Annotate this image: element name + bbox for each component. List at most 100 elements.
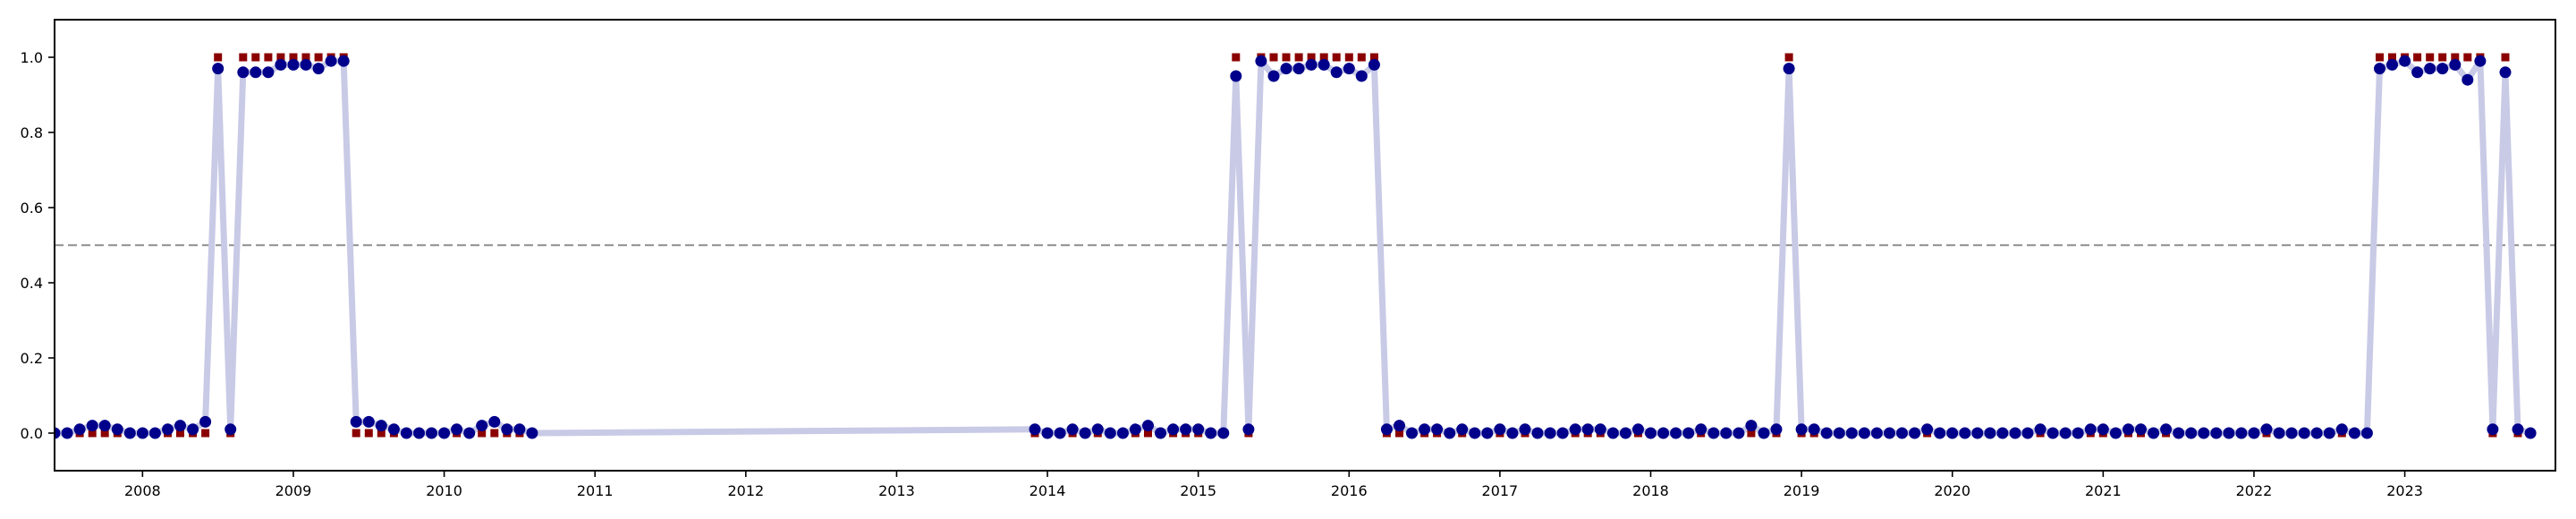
label-marker	[1269, 53, 1278, 62]
probability-marker	[98, 420, 111, 432]
probability-marker	[1984, 427, 1996, 439]
probability-marker	[1783, 63, 1795, 75]
probability-marker	[2173, 427, 2185, 439]
probability-marker	[2009, 427, 2021, 439]
label-marker	[251, 53, 260, 62]
probability-marker	[250, 66, 262, 79]
x-tick-label: 2021	[2085, 482, 2122, 499]
probability-marker	[488, 415, 501, 428]
probability-marker	[1431, 423, 1444, 436]
probability-marker	[501, 423, 513, 436]
probability-marker	[2135, 423, 2147, 436]
label-marker	[1369, 53, 1378, 62]
probability-marker	[1419, 423, 1431, 436]
probability-marker	[275, 58, 287, 71]
probability-marker	[2046, 427, 2059, 439]
probability-marker	[1707, 427, 1720, 439]
probability-marker	[463, 427, 476, 439]
probability-marker	[375, 420, 387, 432]
probability-marker	[337, 55, 350, 67]
probability-marker	[212, 63, 225, 75]
label-marker	[1357, 53, 1366, 62]
label-marker	[1294, 53, 1303, 62]
probability-marker	[123, 427, 136, 439]
probability-marker	[2512, 423, 2524, 436]
probability-marker	[2360, 427, 2373, 439]
probability-marker	[312, 63, 325, 75]
probability-marker	[1845, 427, 1858, 439]
probability-marker	[1909, 427, 1921, 439]
probability-marker	[2160, 423, 2173, 436]
probability-marker	[1355, 70, 1368, 82]
probability-marker	[426, 427, 437, 439]
x-tick-label: 2023	[2386, 482, 2423, 499]
label-marker	[201, 429, 210, 438]
probability-marker	[2424, 63, 2436, 75]
label-marker	[2501, 53, 2510, 62]
probability-marker	[2323, 427, 2335, 439]
label-marker	[1282, 53, 1291, 62]
probability-marker	[2386, 58, 2398, 71]
probability-marker	[1657, 427, 1670, 439]
x-tick-label: 2022	[2236, 482, 2273, 499]
probability-marker	[1230, 70, 1242, 82]
label-marker	[2438, 53, 2447, 62]
probability-marker	[1029, 423, 1041, 436]
y-tick-label: 0.0	[21, 425, 43, 442]
label-marker	[1784, 53, 1793, 62]
label-marker	[377, 429, 386, 438]
probability-marker	[2487, 423, 2499, 436]
probability-marker	[1343, 63, 1355, 75]
probability-marker	[1066, 423, 1079, 436]
probability-marker	[1733, 427, 1745, 439]
probability-marker	[1318, 58, 1330, 71]
probability-marker	[513, 423, 526, 436]
label-marker	[2451, 53, 2460, 62]
label-marker	[352, 429, 360, 438]
probability-marker	[1870, 427, 1883, 439]
probability-marker	[1996, 427, 2009, 439]
x-tick-label: 2016	[1331, 482, 1368, 499]
probability-marker	[2059, 427, 2072, 439]
probability-marker	[362, 415, 375, 428]
probability-marker	[2499, 66, 2512, 79]
label-marker	[289, 53, 298, 62]
probability-marker	[1116, 427, 1129, 439]
probability-marker	[451, 423, 463, 436]
probability-marker	[2449, 58, 2462, 71]
probability-marker	[1242, 423, 1255, 436]
probability-marker	[2223, 427, 2235, 439]
probability-marker	[2185, 427, 2198, 439]
probability-marker	[300, 58, 312, 71]
label-marker	[88, 429, 97, 438]
probability-marker	[162, 423, 174, 436]
probability-marker	[2285, 427, 2298, 439]
label-marker	[301, 53, 310, 62]
label-marker	[490, 429, 499, 438]
probability-marker	[1606, 427, 1619, 439]
probability-marker	[350, 415, 362, 428]
probability-marker	[1544, 427, 1556, 439]
probability-marker	[2298, 427, 2310, 439]
probability-marker	[1619, 427, 1631, 439]
series-line	[55, 57, 2534, 437]
label-marker	[239, 53, 248, 62]
probability-marker	[1129, 423, 1141, 436]
label-marker	[1747, 429, 1756, 438]
probability-marker	[2411, 66, 2424, 79]
probability-marker	[1795, 423, 1808, 436]
probability-marker	[1884, 427, 1895, 439]
probability-marker	[1770, 423, 1783, 436]
probability-marker	[136, 427, 148, 439]
probability-marker	[1330, 66, 1343, 79]
label-marker	[2388, 53, 2396, 62]
probability-marker	[1670, 427, 1682, 439]
probability-marker	[1758, 427, 1770, 439]
probability-marker	[1444, 427, 1456, 439]
label-marker	[314, 53, 323, 62]
probability-marker	[1054, 427, 1066, 439]
probability-marker	[1280, 63, 1292, 75]
probability-marker	[1104, 427, 1116, 439]
probability-marker	[174, 420, 186, 432]
